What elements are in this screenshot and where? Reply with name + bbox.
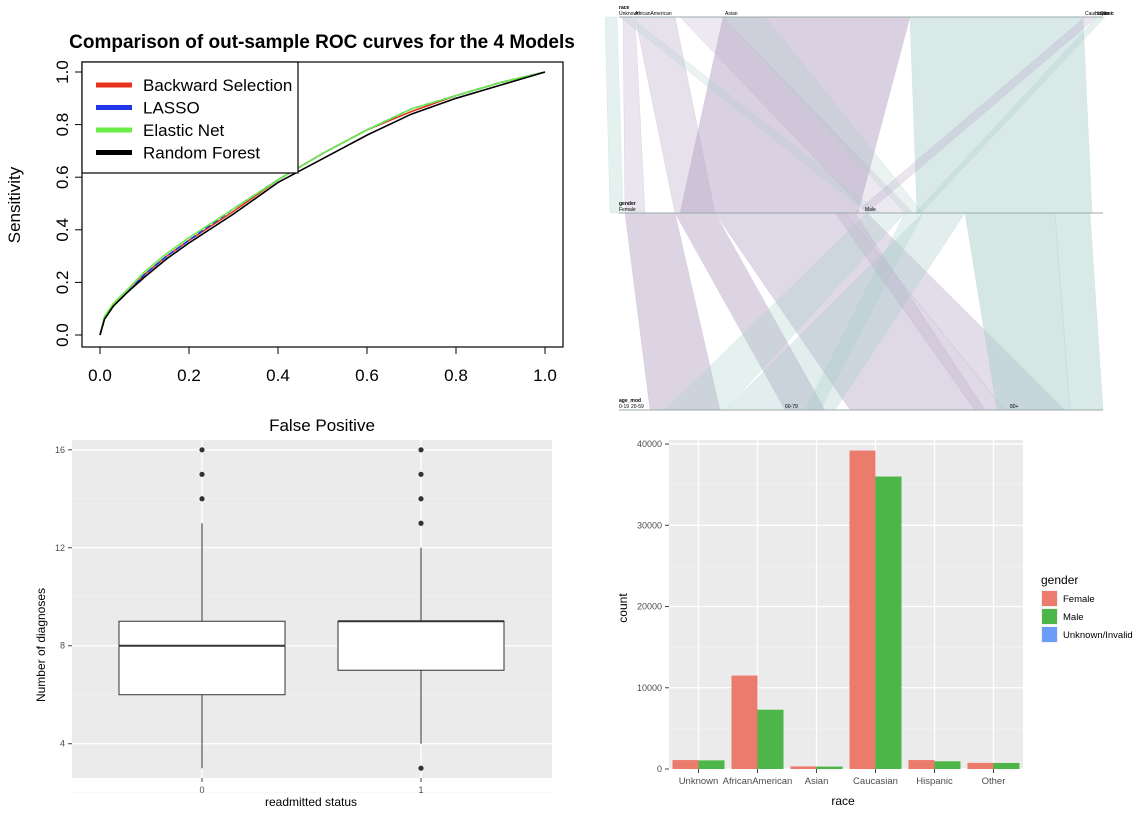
race-gender-bar-chart: race count gender 0 10000 20000 30000 40000 U…: [616, 439, 1133, 808]
roc-ytick-label: 0.6: [53, 165, 72, 189]
roc-xlabel: False Positive: [269, 416, 375, 435]
bar-female: [672, 760, 699, 769]
roc-ylabel: Sensitivity: [5, 166, 24, 243]
bar-xtick-label: Hispanic: [916, 776, 953, 787]
bar-female: [908, 760, 935, 769]
alluvial-category-label: Female: [619, 207, 636, 213]
box-outlier-point: [418, 471, 424, 477]
box-xlabel: readmitted status: [265, 795, 357, 809]
bar-panel: race count gender 0 10000 20000 30000 40000 U…: [605, 430, 1140, 816]
box-outlier-point: [418, 447, 424, 453]
alluvial-axis-title: gender: [619, 201, 636, 207]
roc-xtick-label: 0.2: [177, 366, 201, 385]
bar-xtick-label: Caucasian: [853, 776, 898, 787]
bar-plot-background: [669, 440, 1023, 769]
alluvial-category-label: 0-19: [619, 404, 629, 410]
alluvial-category-label: Caucasian: [1085, 11, 1109, 17]
bar-male: [816, 766, 843, 769]
bar-female: [849, 450, 876, 769]
roc-ytick-label: 0.8: [53, 113, 72, 137]
bar-xtick-label: AfricanAmerican: [723, 776, 793, 787]
box-plot-background: [72, 440, 552, 778]
bar-ytick-label: 30000: [637, 520, 662, 530]
roc-legend-label: Elastic Net: [143, 121, 225, 140]
bar-ytick-label: 0: [657, 764, 662, 774]
roc-chart-panel: Comparison of out-sample ROC curves for …: [0, 0, 605, 440]
bar-ytick-label: 10000: [637, 683, 662, 693]
alluvial-axis-title: age_mod: [619, 398, 641, 404]
box-outlier-point: [418, 520, 424, 526]
roc-legend-label: Random Forest: [143, 144, 260, 163]
bar-male: [698, 760, 725, 769]
roc-xtick-label: 0.6: [355, 366, 379, 385]
alluvial-category-label: Male: [865, 207, 876, 213]
bar-ylabel: count: [616, 593, 630, 623]
box-xtick-label: 1: [418, 785, 423, 795]
bar-legend-swatch: [1042, 591, 1057, 606]
bar-xtick-label: Unknown: [679, 776, 719, 787]
roc-ytick-label: 0.2: [53, 271, 72, 295]
box-outlier-point: [199, 471, 205, 477]
bar-female: [731, 675, 758, 769]
roc-plot-box: [81, 61, 564, 348]
bar-legend-title: gender: [1041, 573, 1078, 587]
box-ylabel: Number of diagnoses: [34, 588, 48, 702]
box-outlier-point: [418, 765, 424, 771]
roc-xtick-label: 1.0: [533, 366, 557, 385]
bar-female: [967, 762, 994, 769]
box-iqr: [118, 620, 286, 696]
roc-ytick-label: 0.4: [53, 218, 72, 242]
box-ytick-label: 4: [60, 739, 65, 749]
boxplot-chart: readmitted status Number of diagnoses 4 8…: [34, 440, 552, 809]
roc-ytick-label: 1.0: [53, 60, 72, 84]
bar-female: [790, 766, 817, 769]
bar-xlabel: race: [831, 794, 855, 808]
alluvial-axis-title: race: [619, 5, 630, 11]
alluvial-category-label: Unknown: [619, 11, 640, 17]
bar-legend-swatch: [1042, 627, 1057, 642]
bar-male: [993, 762, 1020, 769]
bar-legend-swatch: [1042, 609, 1057, 624]
roc-xtick-label: 0.8: [444, 366, 468, 385]
box-outlier-point: [199, 447, 205, 453]
boxplot-panel: readmitted status Number of diagnoses 4 8…: [0, 430, 570, 816]
bar-ytick-label: 20000: [637, 602, 662, 612]
bar-legend-label: Female: [1063, 594, 1095, 605]
bar-legend-label: Male: [1063, 612, 1084, 623]
roc-title: Comparison of out-sample ROC curves for …: [69, 32, 575, 53]
alluvial-category-label: Asian: [725, 11, 738, 17]
bar-xtick-label: Asian: [805, 776, 829, 787]
alluvial-category-label: AfricanAmerican: [635, 11, 672, 17]
bar-male: [757, 709, 784, 769]
bar-male: [934, 761, 961, 769]
roc-xtick-label: 0.4: [266, 366, 290, 385]
alluvial-flow: [909, 16, 1093, 214]
bar-ytick-label: 40000: [637, 439, 662, 449]
roc-xtick-label: 0.0: [88, 366, 112, 385]
bar-male: [875, 476, 902, 769]
roc-chart: Comparison of out-sample ROC curves for …: [5, 32, 575, 435]
alluvial-category-label: 60-79: [785, 404, 798, 410]
alluvial-panel: race gender age_mod Unknown AfricanAmerican A…: [604, 0, 1140, 420]
alluvial-flow: [604, 16, 624, 214]
roc-series-line: [99, 71, 546, 336]
box-ytick-label: 16: [55, 445, 65, 455]
box-ytick-label: 12: [55, 543, 65, 553]
box-xtick-label: 0: [199, 785, 204, 795]
roc-ytick-label: 0.0: [53, 323, 72, 347]
alluvial-category-label: Hispanic: [1095, 11, 1115, 17]
alluvial-category-label: 80+: [1010, 404, 1019, 410]
roc-series-line: [99, 71, 546, 336]
roc-legend-label: Backward Selection: [143, 76, 292, 95]
bar-legend-label: Unknown/Invalid: [1063, 630, 1133, 641]
box-iqr: [337, 620, 505, 671]
alluvial-category-label: Other: [1100, 11, 1113, 17]
box-outlier-point: [418, 496, 424, 502]
box-ytick-label: 8: [60, 641, 65, 651]
bar-xtick-label: Other: [982, 776, 1006, 787]
roc-legend-label: LASSO: [143, 99, 200, 118]
alluvial-category-label: 20-59: [631, 404, 644, 410]
box-outlier-point: [199, 496, 205, 502]
